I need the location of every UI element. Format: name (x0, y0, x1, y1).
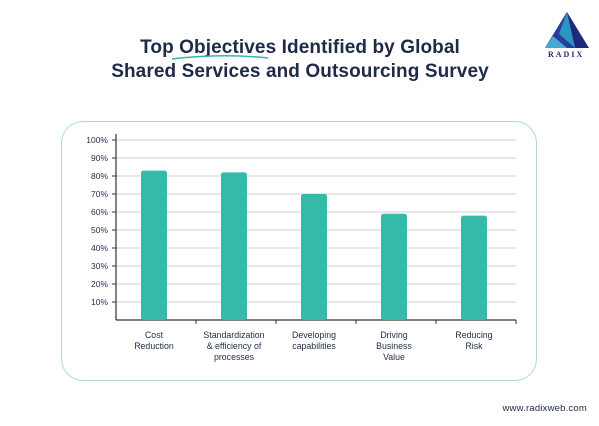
x-tick-label: capabilities (292, 341, 336, 351)
x-tick-label: & efficiency of (207, 341, 262, 351)
y-tick-label: 50% (91, 225, 108, 235)
x-tick-label: Reduction (134, 341, 174, 351)
x-tick-label: Standardization (203, 330, 264, 340)
page-title: Top Objectives Identified by Global Shar… (60, 36, 540, 84)
brand-name: RADIX (548, 50, 585, 59)
radix-logo-icon (545, 12, 589, 48)
bar (381, 213, 407, 320)
x-tick-label: Developing (292, 330, 336, 340)
bar (221, 172, 247, 320)
x-tick-label: Cost (145, 330, 164, 340)
y-tick-label: 30% (91, 261, 108, 271)
title-line-2: Shared Services and Outsourcing Survey (111, 61, 489, 82)
y-tick-label: 90% (91, 153, 108, 163)
x-tick-label: Business (376, 341, 412, 351)
y-tick-label: 40% (91, 243, 108, 253)
x-tick-label: Risk (465, 341, 483, 351)
footer-url[interactable]: www.radixweb.com (502, 403, 587, 414)
y-tick-label: 60% (91, 207, 108, 217)
title-line-1: Top Objectives Identified by Global (140, 37, 460, 58)
x-tick-label: Reducing (455, 330, 492, 340)
y-tick-label: 80% (91, 171, 108, 181)
y-tick-label: 10% (91, 297, 108, 307)
y-tick-label: 70% (91, 189, 108, 199)
x-tick-label: Value (383, 352, 405, 362)
title-underline-swoosh (171, 55, 269, 60)
bar (141, 170, 167, 320)
y-tick-label: 20% (91, 279, 108, 289)
chart-card (61, 121, 537, 381)
bar (301, 194, 327, 320)
bar (461, 215, 487, 320)
x-tick-label: processes (214, 352, 255, 362)
y-tick-label: 100% (86, 135, 108, 145)
x-tick-label: Driving (380, 330, 407, 340)
